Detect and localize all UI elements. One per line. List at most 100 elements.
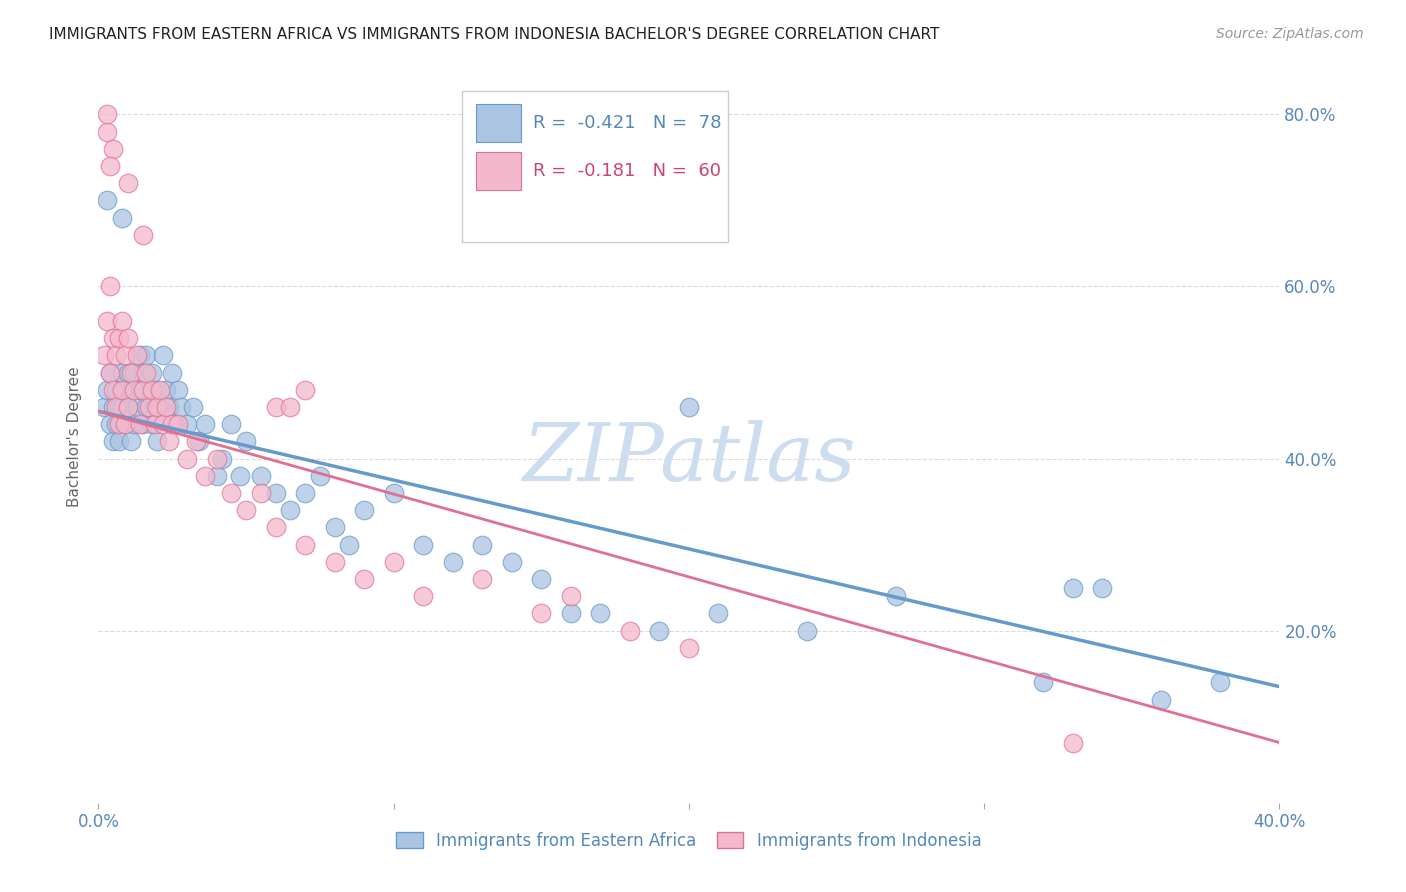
Point <box>93 400 115 414</box>
Text: R =  -0.421   N =  78: R = -0.421 N = 78 <box>533 114 721 132</box>
Point <box>1150 692 1173 706</box>
Point <box>1062 581 1084 595</box>
Point <box>138 400 160 414</box>
Text: ZIPatlas: ZIPatlas <box>522 420 856 498</box>
Point <box>108 434 131 449</box>
Text: Source: ZipAtlas.com: Source: ZipAtlas.com <box>1216 27 1364 41</box>
Point <box>93 348 115 362</box>
Point <box>125 400 148 414</box>
Point <box>111 314 134 328</box>
Point <box>471 538 494 552</box>
Point <box>167 417 190 432</box>
Point <box>141 383 163 397</box>
Point <box>250 468 273 483</box>
Point <box>162 417 183 432</box>
Point <box>187 434 209 449</box>
Point <box>103 331 125 345</box>
Point <box>114 417 136 432</box>
Point <box>176 451 198 466</box>
Point <box>111 383 134 397</box>
Point <box>560 589 582 603</box>
Point <box>143 417 166 432</box>
FancyBboxPatch shape <box>463 91 728 242</box>
Point <box>678 400 700 414</box>
Point <box>323 555 346 569</box>
Point <box>103 142 125 156</box>
Point <box>211 451 233 466</box>
Point <box>103 400 125 414</box>
Point <box>135 348 157 362</box>
Point <box>122 366 145 380</box>
Point <box>501 555 523 569</box>
Point <box>264 520 287 534</box>
Point <box>108 417 131 432</box>
Point <box>149 383 172 397</box>
Point <box>648 624 671 638</box>
Point <box>382 555 405 569</box>
Point <box>176 417 198 432</box>
Point <box>111 366 134 380</box>
Point <box>122 417 145 432</box>
Point <box>221 417 243 432</box>
Y-axis label: Bachelor's Degree: Bachelor's Degree <box>67 367 83 508</box>
Point <box>146 434 169 449</box>
Point <box>250 486 273 500</box>
Point <box>155 400 177 414</box>
Point <box>114 348 136 362</box>
Point <box>530 607 553 621</box>
Point <box>143 400 166 414</box>
Point <box>114 383 136 397</box>
Point <box>294 538 316 552</box>
Point <box>108 400 131 414</box>
Legend: Immigrants from Eastern Africa, Immigrants from Indonesia: Immigrants from Eastern Africa, Immigran… <box>389 825 988 856</box>
Point <box>132 417 155 432</box>
Point <box>138 383 160 397</box>
Point <box>98 366 121 380</box>
Point <box>530 572 553 586</box>
Point <box>560 607 582 621</box>
Point <box>382 486 405 500</box>
Point <box>152 348 174 362</box>
Point <box>114 417 136 432</box>
Point <box>235 503 257 517</box>
Point <box>181 400 204 414</box>
Point <box>111 400 134 414</box>
Point <box>120 434 142 449</box>
Point <box>294 383 316 397</box>
Point <box>96 107 118 121</box>
Point <box>135 400 157 414</box>
Point <box>146 400 169 414</box>
Point <box>353 503 375 517</box>
Point <box>103 434 125 449</box>
Point <box>170 400 193 414</box>
Point <box>280 503 302 517</box>
Point <box>96 383 118 397</box>
Point <box>412 589 434 603</box>
Point <box>707 607 730 621</box>
Point <box>146 383 169 397</box>
Point <box>117 331 139 345</box>
Point <box>155 383 177 397</box>
Point <box>184 434 207 449</box>
Point <box>619 624 641 638</box>
Bar <box>477 152 522 190</box>
Point <box>294 486 316 500</box>
Point <box>111 211 134 225</box>
Point <box>678 640 700 655</box>
Point <box>117 176 139 190</box>
Point <box>589 607 612 621</box>
Point <box>194 468 217 483</box>
Point <box>796 624 818 638</box>
Point <box>132 227 155 242</box>
Point <box>132 366 155 380</box>
Point <box>1209 675 1232 690</box>
Point <box>105 383 128 397</box>
Point <box>98 417 121 432</box>
Point <box>98 366 121 380</box>
Point <box>471 572 494 586</box>
Point <box>96 194 118 208</box>
Point <box>412 538 434 552</box>
Point <box>152 417 174 432</box>
Point <box>98 279 121 293</box>
Point <box>96 314 118 328</box>
